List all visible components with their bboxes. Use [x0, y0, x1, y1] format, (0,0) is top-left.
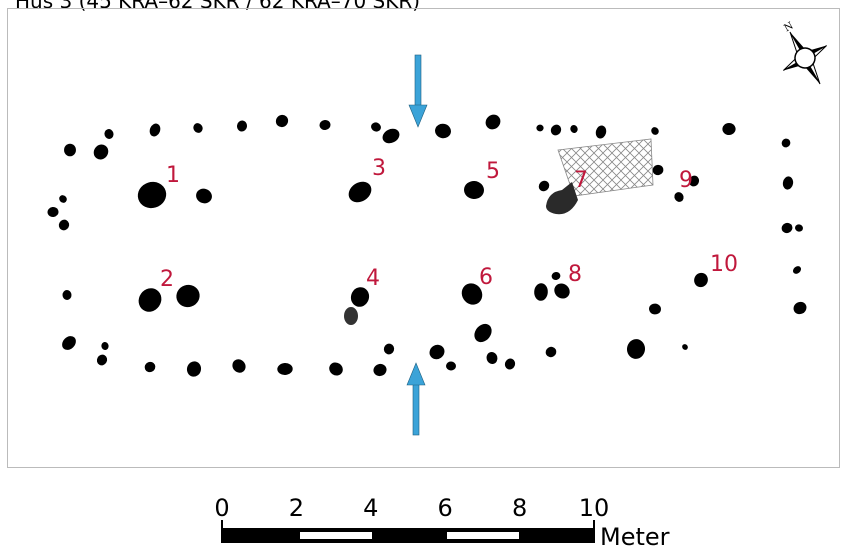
posthole	[446, 361, 456, 371]
posthole	[371, 122, 381, 132]
posthole	[383, 343, 395, 355]
posthole	[688, 175, 700, 187]
posthole	[722, 122, 736, 136]
scale-bar	[221, 520, 595, 543]
posthole	[350, 287, 370, 307]
posthole	[62, 336, 76, 350]
posthole	[536, 124, 544, 132]
posthole	[545, 346, 557, 358]
posthole	[193, 123, 203, 133]
posthole	[373, 363, 387, 377]
scale-tick-label: 10	[579, 494, 610, 522]
posthole	[59, 195, 67, 203]
posthole	[652, 164, 664, 176]
feature-label: 9	[679, 168, 693, 193]
posthole	[329, 362, 343, 376]
posthole	[319, 119, 331, 131]
posthole	[236, 120, 248, 132]
posthole	[534, 283, 548, 301]
posthole	[382, 128, 400, 144]
scale-unit: Meter	[600, 523, 670, 546]
posthole	[275, 114, 289, 128]
posthole	[232, 359, 246, 373]
feature-label: 7	[574, 168, 588, 193]
plan-frame	[7, 8, 840, 468]
posthole	[62, 290, 72, 300]
posthole	[429, 344, 445, 360]
posthole	[461, 283, 483, 305]
feature-label: 4	[366, 266, 380, 291]
posthole	[93, 144, 109, 160]
dark-feature	[546, 182, 578, 215]
posthole	[570, 125, 578, 133]
posthole	[277, 363, 293, 375]
posthole	[626, 339, 646, 359]
arrow-top	[408, 54, 428, 128]
posthole	[538, 180, 550, 192]
scale-tick-label: 2	[289, 494, 304, 522]
posthole	[504, 358, 516, 370]
posthole	[651, 127, 659, 135]
posthole	[781, 138, 791, 148]
posthole	[138, 288, 162, 312]
posthole	[58, 219, 70, 231]
feature-label: 6	[479, 265, 493, 290]
posthole	[137, 181, 167, 209]
posthole	[435, 123, 451, 139]
posthole	[485, 114, 501, 130]
feature-label: 1	[166, 163, 180, 188]
feature-label: 2	[160, 267, 174, 292]
feature-label: 5	[486, 159, 500, 184]
posthole	[781, 222, 793, 234]
posthole	[101, 342, 109, 350]
posthole	[96, 354, 108, 366]
plan-title: Hus 3 (45 KRA–62 SKR / 62 KRA–70 SKR)	[15, 0, 420, 13]
posthole	[196, 188, 212, 204]
posthole	[649, 303, 661, 315]
scale-tick-label: 6	[438, 494, 453, 522]
posthole	[551, 271, 561, 281]
north-arrow: N	[782, 20, 827, 85]
scale-tick-label: 4	[363, 494, 378, 522]
posthole	[104, 129, 114, 139]
posthole	[474, 323, 492, 343]
posthole	[694, 272, 708, 288]
hatched-area	[557, 138, 654, 197]
arrow-bottom	[406, 362, 426, 436]
posthole	[795, 224, 803, 232]
posthole	[550, 124, 562, 136]
feature-label: 3	[372, 156, 386, 181]
posthole	[186, 361, 202, 377]
posthole	[149, 123, 161, 137]
svg-text:N: N	[782, 20, 795, 34]
posthole	[464, 180, 484, 200]
feature-label: 10	[710, 252, 738, 277]
scale-tick-label: 0	[214, 494, 229, 522]
posthole	[674, 192, 684, 202]
posthole	[47, 206, 59, 218]
posthole	[595, 125, 607, 139]
posthole	[782, 176, 794, 190]
posthole	[176, 284, 200, 308]
posthole	[486, 352, 498, 364]
posthole	[792, 266, 802, 274]
gray-feature	[344, 307, 358, 325]
posthole	[682, 344, 688, 350]
posthole	[793, 301, 807, 315]
posthole	[64, 143, 76, 157]
postholes	[47, 114, 807, 377]
feature-label: 8	[568, 262, 582, 287]
scale-tick-label: 8	[512, 494, 527, 522]
posthole	[144, 361, 156, 373]
posthole	[348, 181, 372, 203]
posthole	[554, 283, 570, 299]
